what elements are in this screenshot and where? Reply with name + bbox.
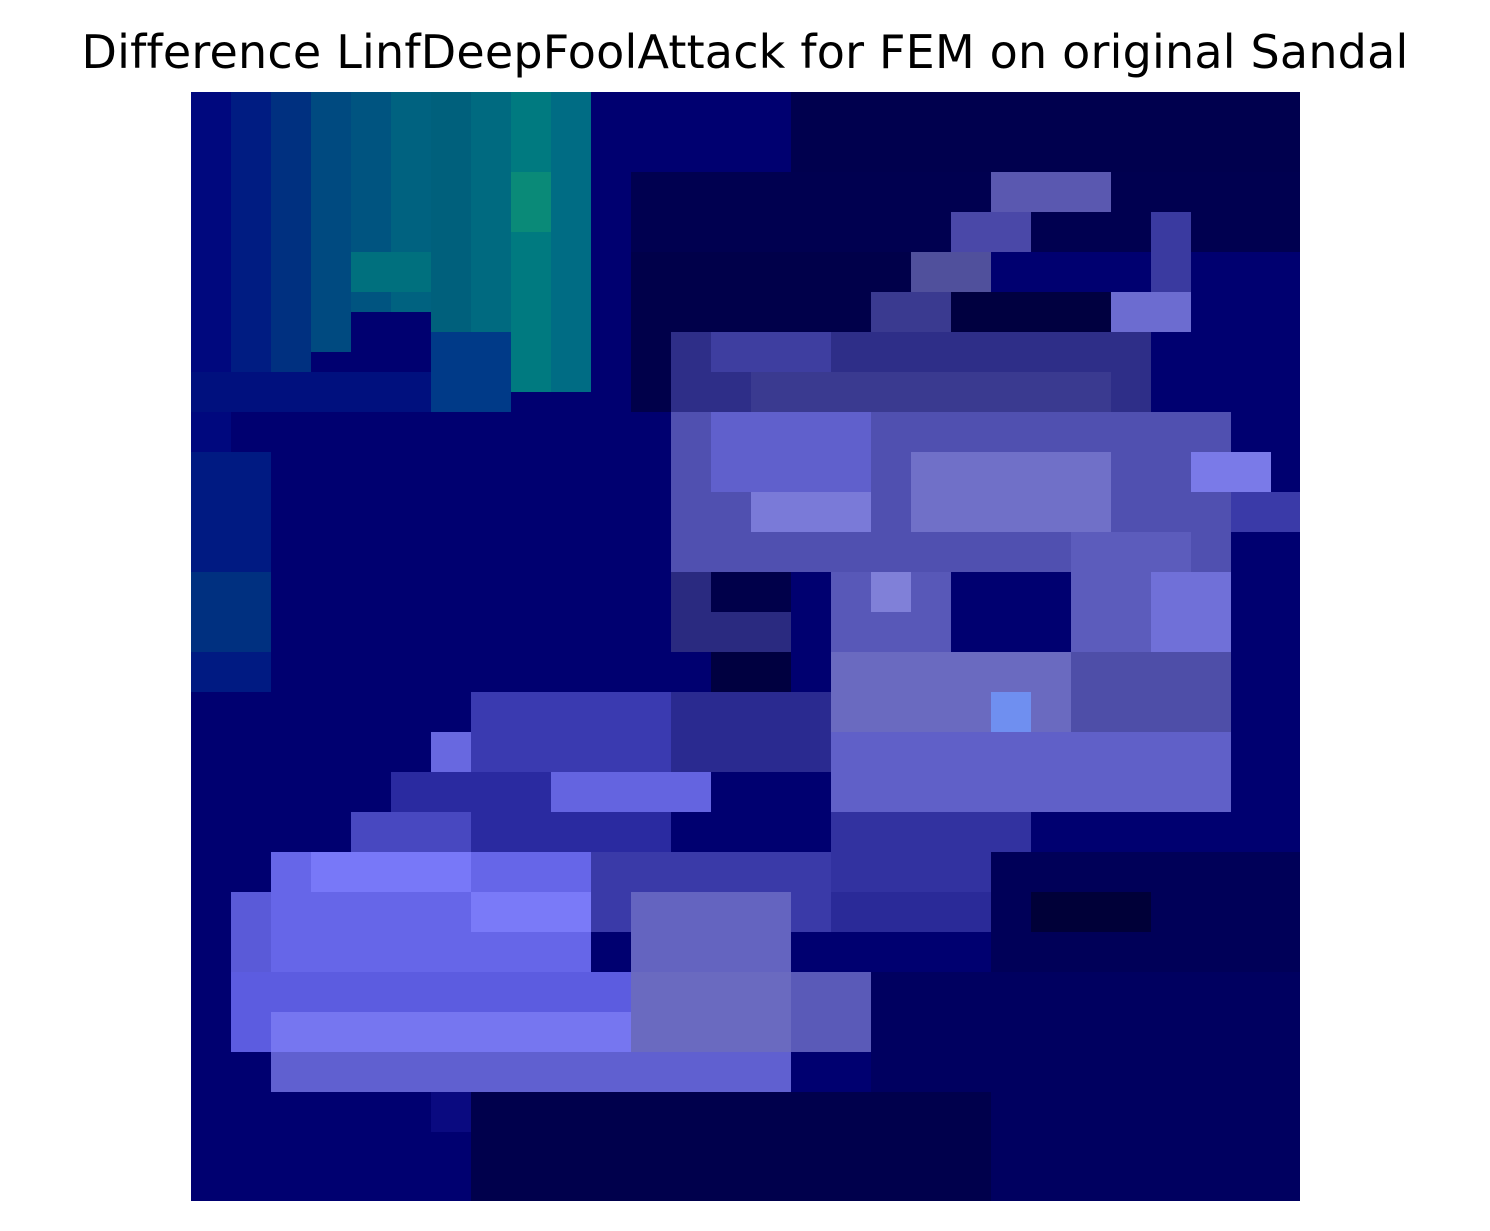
dark-region-top-right [791,92,1300,172]
figure-title: Difference LinfDeepFoolAttack for FEM on… [81,25,1409,79]
heatmap-svg [191,92,1300,1201]
sandal-sole [471,692,671,772]
sandal-upper [991,172,1111,212]
difference-heatmap-image [191,92,1300,1201]
